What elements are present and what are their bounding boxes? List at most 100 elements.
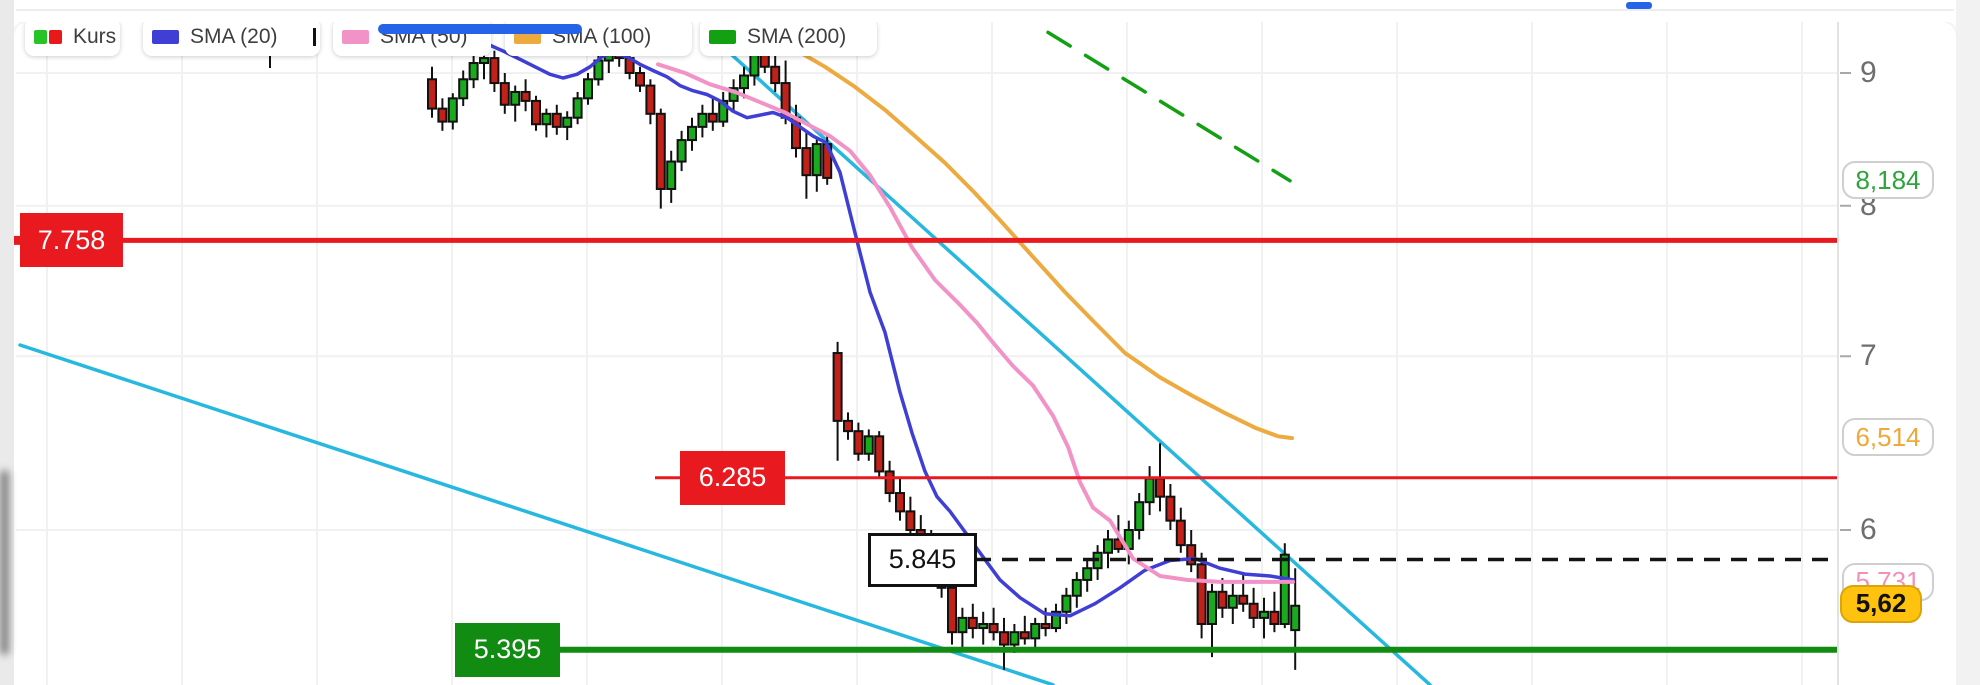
candle bbox=[635, 72, 645, 87]
candle bbox=[1227, 594, 1238, 609]
candle bbox=[1009, 631, 1020, 646]
candle bbox=[1269, 610, 1280, 625]
candle bbox=[1186, 544, 1197, 566]
candle bbox=[562, 116, 573, 128]
candle bbox=[697, 112, 708, 128]
candle bbox=[687, 125, 697, 142]
sma20-swatch-icon bbox=[152, 30, 179, 44]
candle bbox=[499, 82, 510, 106]
candle bbox=[1217, 590, 1228, 609]
level-label-dashed-5845[interactable]: 5.845 bbox=[868, 532, 977, 587]
candle bbox=[1144, 477, 1155, 504]
progress-mark bbox=[1626, 2, 1652, 9]
page-right-gutter bbox=[1956, 0, 1980, 685]
legend-item-sma20[interactable]: SMA (20) bbox=[143, 18, 320, 56]
candle bbox=[479, 57, 489, 65]
candle bbox=[1071, 578, 1082, 597]
legend-item-label: Kurs bbox=[73, 25, 117, 48]
candle bbox=[427, 78, 437, 110]
candle bbox=[1175, 519, 1186, 547]
candle bbox=[957, 616, 968, 634]
level-label-support-5395[interactable]: 5.395 bbox=[455, 622, 560, 677]
shadow-smudge bbox=[0, 470, 9, 655]
top-divider bbox=[16, 9, 1954, 11]
candle bbox=[770, 65, 781, 85]
kurs-swatch-icon bbox=[34, 30, 62, 44]
candle bbox=[1134, 501, 1145, 532]
candle bbox=[458, 78, 469, 100]
candle bbox=[531, 99, 541, 126]
sma-lines bbox=[481, 30, 1295, 618]
candle bbox=[1248, 602, 1259, 619]
candle bbox=[1259, 610, 1269, 619]
candle bbox=[843, 419, 853, 433]
candle-wick-fragment bbox=[313, 28, 316, 46]
gridlines bbox=[16, 22, 1838, 685]
overlay-sma-100- bbox=[793, 47, 1294, 441]
candle bbox=[1061, 594, 1072, 613]
level-lines bbox=[14, 235, 1838, 653]
candle bbox=[739, 74, 749, 90]
overlay-sma-50- bbox=[656, 62, 1295, 584]
axis-pill-last-price: 5,62 bbox=[1840, 584, 1922, 623]
legend-item-label: SMA (200) bbox=[747, 25, 847, 48]
axis-tick-7: 7 bbox=[1860, 339, 1877, 373]
candle bbox=[437, 107, 448, 123]
candle bbox=[551, 112, 562, 128]
candle bbox=[520, 90, 531, 102]
candle bbox=[1082, 567, 1093, 581]
chart-card bbox=[14, 22, 1956, 685]
candle bbox=[947, 586, 957, 634]
candle bbox=[801, 147, 812, 177]
axis-tick-6: 6 bbox=[1860, 513, 1877, 546]
candle bbox=[811, 143, 822, 177]
loading-bar bbox=[378, 24, 582, 34]
legend-item-label: SMA (20) bbox=[190, 25, 278, 48]
candle bbox=[489, 57, 500, 85]
candle bbox=[541, 112, 552, 126]
candle bbox=[832, 352, 843, 422]
candles-layer bbox=[265, 33, 1301, 670]
candle bbox=[718, 99, 729, 123]
candle bbox=[1290, 604, 1301, 632]
candle bbox=[1051, 610, 1061, 630]
axis-tick-9: 9 bbox=[1860, 56, 1877, 89]
axis-ticks bbox=[1840, 72, 1851, 532]
candle bbox=[676, 139, 687, 163]
candle bbox=[978, 622, 989, 630]
candle bbox=[1155, 477, 1165, 498]
legend-item-sma200[interactable]: SMA (200) bbox=[700, 18, 877, 56]
candle bbox=[905, 510, 916, 532]
sma50-swatch-icon bbox=[342, 30, 369, 44]
candle bbox=[895, 492, 905, 513]
candle bbox=[1279, 553, 1290, 625]
candle bbox=[884, 470, 895, 495]
candle bbox=[988, 622, 999, 634]
candle bbox=[1019, 631, 1030, 640]
candle bbox=[1238, 594, 1249, 605]
candle bbox=[999, 631, 1009, 646]
sma200-swatch-icon bbox=[709, 30, 736, 44]
candle bbox=[1030, 622, 1041, 640]
candle bbox=[655, 112, 666, 190]
candle bbox=[572, 97, 583, 119]
candle bbox=[447, 97, 458, 123]
candle bbox=[874, 435, 885, 473]
candle bbox=[967, 616, 978, 630]
legend-item-kurs[interactable]: Kurs bbox=[25, 18, 120, 56]
candle bbox=[853, 430, 864, 455]
top-band bbox=[0, 0, 1980, 22]
candle bbox=[1165, 495, 1176, 522]
overlay-trendline-2 bbox=[713, 37, 1432, 685]
plot-area bbox=[14, 22, 1838, 685]
overlay-sma-200- bbox=[1046, 30, 1292, 183]
candle bbox=[1040, 622, 1051, 630]
candle bbox=[583, 78, 593, 100]
candle bbox=[1207, 590, 1217, 625]
level-notch bbox=[14, 235, 20, 245]
overlay-trendline-1 bbox=[18, 343, 1055, 685]
candle bbox=[1103, 538, 1113, 554]
level-label-resistance-6285[interactable]: 6.285 bbox=[680, 450, 785, 505]
level-label-resistance-7758[interactable]: 7.758 bbox=[20, 213, 123, 268]
